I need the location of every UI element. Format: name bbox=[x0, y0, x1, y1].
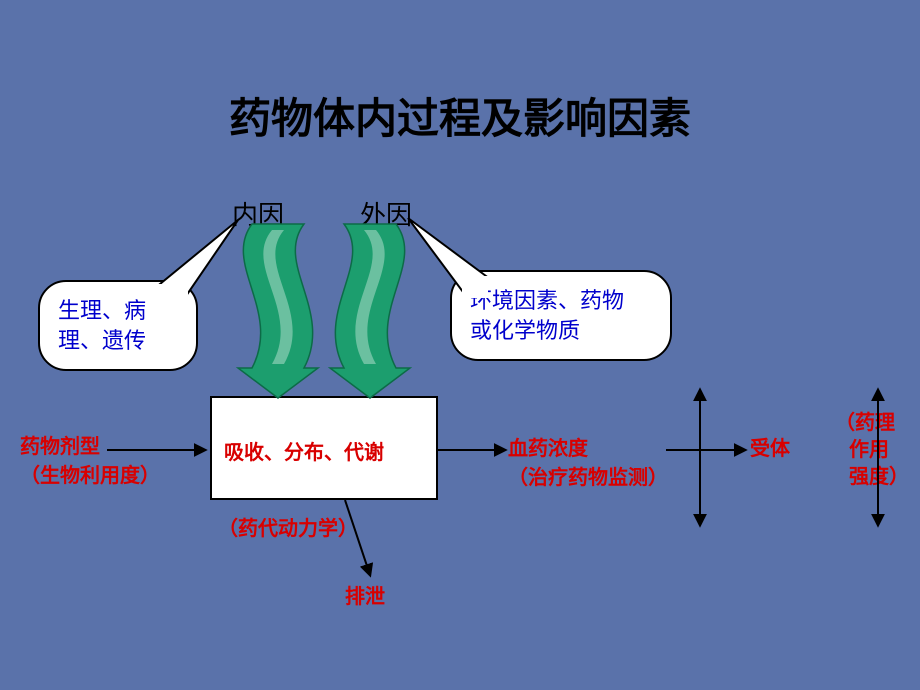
label-receptor: 受体 bbox=[750, 432, 790, 461]
dosage-line1: 药物剂型 bbox=[20, 436, 100, 458]
callout-internal-text: 生理、病理、遗传 bbox=[58, 298, 146, 353]
label-dosage: 药物剂型 （生物利用度） bbox=[20, 430, 160, 488]
dosage-line2: （生物利用度） bbox=[20, 465, 160, 487]
label-external: 外因 bbox=[360, 195, 412, 232]
label-excrete: 排泄 bbox=[345, 580, 385, 609]
label-pk: （药代动力学） bbox=[218, 512, 358, 541]
label-bloodconc: 血药浓度 （治疗药物监测） bbox=[508, 432, 668, 490]
slide-title: 药物体内过程及影响因素 bbox=[0, 85, 920, 146]
bloodconc-line2: （治疗药物监测） bbox=[508, 467, 668, 489]
effect-line2: 作用 bbox=[835, 439, 889, 461]
process-box: 吸收、分布、代谢 bbox=[210, 396, 438, 500]
callout-external-factors: 环境因素、药物或化学物质 bbox=[450, 270, 672, 361]
callout-external-text: 环境因素、药物或化学物质 bbox=[470, 288, 624, 343]
label-internal: 内因 bbox=[232, 195, 284, 232]
bloodconc-line1: 血药浓度 bbox=[508, 438, 588, 460]
process-text: 吸收、分布、代谢 bbox=[224, 436, 384, 465]
effect-line3: 强度） bbox=[835, 466, 909, 488]
callout-internal-factors: 生理、病理、遗传 bbox=[38, 280, 198, 371]
label-effect: （药理 作用 强度） bbox=[835, 410, 909, 491]
effect-line1: （药理 bbox=[835, 412, 895, 434]
